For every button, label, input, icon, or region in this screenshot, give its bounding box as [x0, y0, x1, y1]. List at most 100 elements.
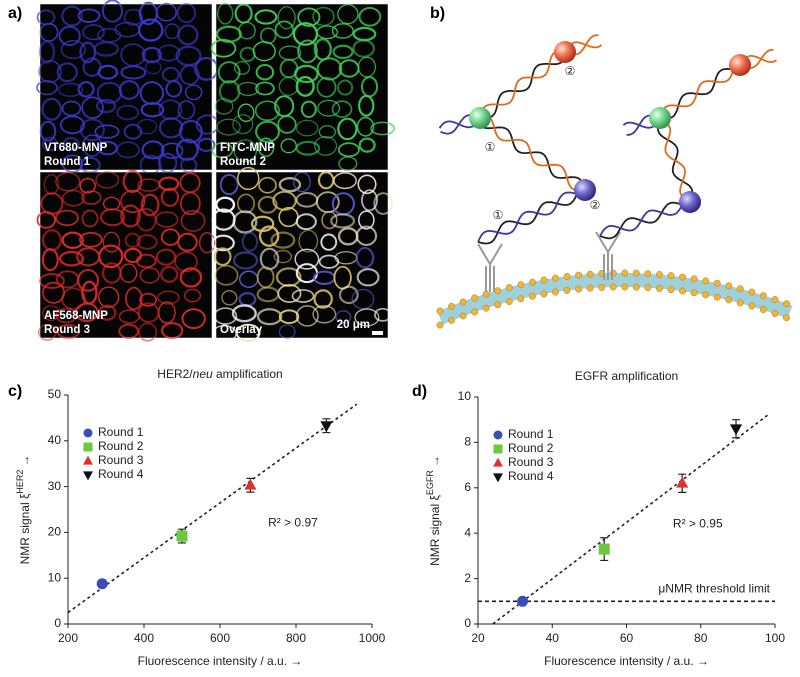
cell — [273, 249, 293, 264]
cell — [361, 189, 378, 212]
cell — [252, 41, 276, 62]
membrane — [437, 273, 793, 325]
image-caption: Overlay — [220, 324, 263, 336]
cell — [337, 79, 354, 96]
cell — [337, 117, 358, 141]
lipid-head — [586, 284, 594, 292]
lipid-head — [656, 285, 663, 292]
cell — [98, 244, 124, 269]
cell — [293, 64, 319, 84]
cell — [255, 63, 275, 81]
legend-marker — [83, 471, 93, 481]
x-tick-label: 100 — [765, 631, 785, 645]
lipid-head — [679, 273, 686, 281]
lipid-head — [505, 298, 513, 306]
y-tick-label: 2 — [464, 571, 471, 585]
cell — [338, 156, 358, 172]
y-label-sup: EGFR — [425, 470, 435, 496]
nanoparticle — [649, 107, 671, 129]
cell — [61, 287, 86, 311]
cell — [55, 209, 79, 227]
cell — [270, 231, 296, 249]
cell — [41, 248, 59, 272]
cell — [137, 118, 158, 135]
cell — [158, 301, 176, 324]
panel-label: b) — [430, 5, 445, 22]
cell — [320, 233, 338, 251]
y-tick-label: 10 — [48, 570, 62, 584]
cell — [39, 120, 57, 142]
x-axis-label: Fluorescence intensity / a.u. → — [138, 654, 303, 668]
nanoparticle — [679, 191, 701, 213]
lipid-head — [598, 283, 606, 291]
cell — [141, 46, 162, 64]
lipid-head — [725, 282, 733, 290]
y-tick-label: 40 — [48, 433, 62, 447]
cell — [61, 189, 86, 207]
title-part: HER2/ — [157, 367, 193, 381]
marker — [676, 476, 689, 488]
y-axis-label: NMR signal ξHER2 → — [15, 455, 32, 565]
cell — [60, 39, 86, 60]
diagram: ① ② ① ② — [436, 34, 793, 329]
cell — [155, 248, 177, 266]
legend-label: Round 3 — [98, 453, 144, 467]
cell — [138, 322, 158, 342]
lipid-head — [528, 278, 536, 286]
cell — [38, 60, 62, 83]
chart: 20 40 60 80 100 0 2 4 6 8 10 EGFR amplification Fluo… — [425, 369, 785, 668]
lipid-head — [748, 288, 756, 296]
y-tick-label: 30 — [48, 479, 62, 493]
cell — [216, 118, 241, 136]
image-caption: Round 1 — [44, 156, 91, 168]
cell — [356, 116, 375, 137]
cell — [184, 84, 203, 101]
scale-bar — [372, 331, 383, 335]
image-swatch — [215, 3, 389, 171]
cell — [177, 100, 196, 120]
lipid-head — [713, 293, 721, 301]
lipid-head — [436, 307, 444, 315]
trendline — [67, 403, 358, 614]
lipid-head — [725, 296, 733, 304]
cell — [77, 8, 101, 23]
legend-label: Round 2 — [508, 441, 554, 455]
lipid-head — [482, 304, 490, 312]
cell — [374, 307, 392, 322]
cell — [232, 114, 254, 135]
cell — [179, 267, 203, 288]
cell — [81, 96, 104, 119]
cell — [294, 248, 320, 270]
x-axis-label: Fluorescence intensity / a.u. → — [544, 654, 709, 668]
lipid-head — [632, 283, 640, 291]
y-tick-label: 0 — [464, 616, 471, 630]
lipid-head — [656, 271, 663, 278]
chart: 200 400 600 800 1000 0 10 20 30 40 50 HER2/neu ampl… — [15, 367, 385, 668]
cell — [314, 135, 338, 156]
cell — [291, 289, 315, 303]
dna-strand — [599, 201, 693, 240]
cell — [316, 57, 343, 81]
cell — [61, 100, 82, 117]
cell — [238, 21, 256, 40]
cell — [95, 98, 117, 114]
strand-label: ① — [493, 208, 504, 222]
cell — [232, 251, 259, 270]
lipid-head — [448, 316, 455, 324]
image-caption: AF568-MNP — [44, 310, 108, 322]
lipid-head — [759, 306, 767, 314]
cell — [352, 39, 375, 58]
cell — [81, 190, 102, 205]
strand-label: ② — [590, 198, 601, 212]
cell — [351, 288, 375, 310]
image-swatch — [39, 171, 213, 339]
cell — [116, 141, 140, 159]
micrographs: VT680-MNP Round 1 FITC-MNP Round 2 AF568-MNP… — [36, 0, 396, 343]
cell — [356, 268, 380, 287]
cell — [312, 305, 337, 324]
nanoparticle — [554, 41, 576, 63]
cell — [213, 307, 238, 325]
nanoparticle — [469, 107, 491, 129]
cell — [41, 97, 63, 121]
y-tick-label: 6 — [464, 480, 471, 494]
